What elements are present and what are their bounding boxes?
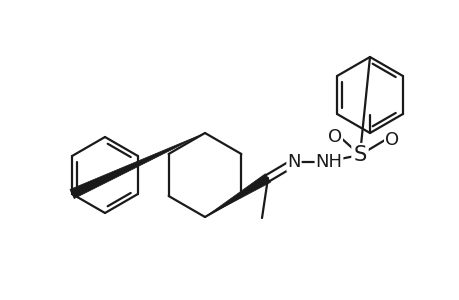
Text: S: S xyxy=(353,145,366,165)
Polygon shape xyxy=(205,174,270,217)
Polygon shape xyxy=(70,133,205,199)
Text: O: O xyxy=(327,128,341,146)
Text: O: O xyxy=(384,131,398,149)
Text: NH: NH xyxy=(315,153,342,171)
Text: N: N xyxy=(286,153,300,171)
